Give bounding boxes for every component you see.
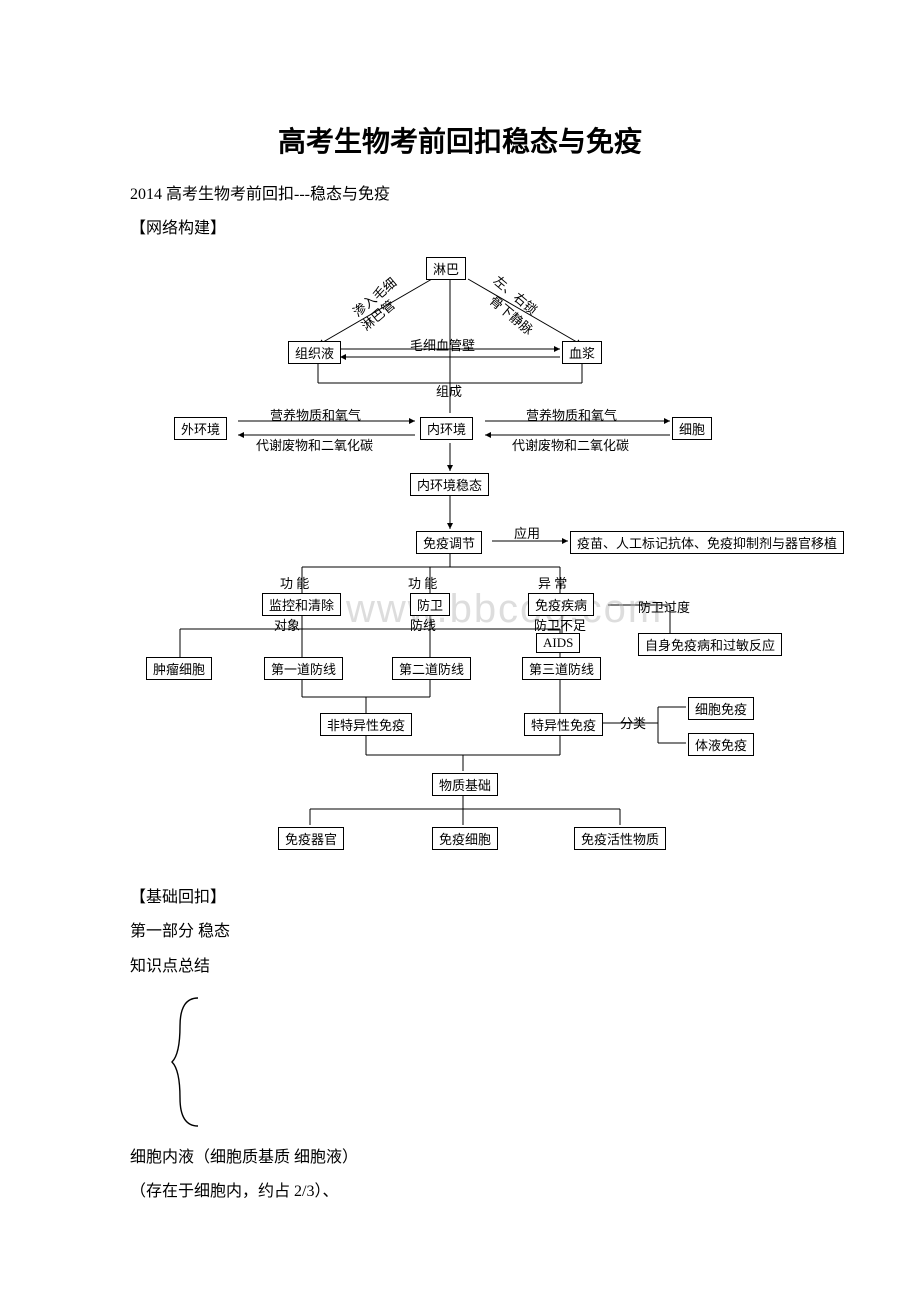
section-base: 【基础回扣】: [130, 883, 790, 913]
node-monitor: 监控和清除: [262, 593, 341, 616]
intro-text: 2014 高考生物考前回扣---稳态与免疫: [130, 180, 790, 210]
node-immune-reg: 免疫调节: [416, 531, 482, 554]
node-cell: 细胞: [672, 417, 712, 440]
knowledge-points: 知识点总结: [130, 952, 790, 982]
label-yy-l: 营养物质和氧气: [270, 405, 361, 424]
part-one: 第一部分 稳态: [130, 917, 790, 947]
node-material-basis: 物质基础: [432, 773, 498, 796]
node-immune-disease: 免疫疾病: [528, 593, 594, 616]
line-ratio: （存在于细胞内，约占 2/3）、: [130, 1177, 790, 1207]
node-aids: AIDS: [536, 633, 580, 653]
node-specific: 特异性免疫: [524, 713, 603, 736]
node-defense: 防卫: [410, 593, 450, 616]
label-def-over: 防卫过度: [638, 597, 690, 616]
page-title: 高考生物考前回扣稳态与免疫: [130, 120, 790, 160]
node-linba: 淋巴: [426, 257, 466, 280]
label-zucheng: 组成: [436, 381, 462, 400]
label-abnormal: 异 常: [538, 573, 567, 592]
node-outer-env: 外环境: [174, 417, 227, 440]
node-immune-cell: 免疫细胞: [432, 827, 498, 850]
node-xuejiang: 血浆: [562, 341, 602, 364]
node-inner-env: 内环境: [420, 417, 473, 440]
label-app: 应用: [514, 523, 540, 542]
node-zuzhiye: 组织液: [288, 341, 341, 364]
node-line2: 第二道防线: [392, 657, 471, 680]
label-class: 分类: [620, 713, 646, 732]
label-def-low: 防卫不足: [534, 615, 586, 634]
section-network: 【网络构建】: [130, 214, 790, 244]
node-humoral: 体液免疫: [688, 733, 754, 756]
node-immune-active: 免疫活性物质: [574, 827, 666, 850]
line-cytosol: 细胞内液（细胞质基质 细胞液）: [130, 1143, 790, 1173]
label-yy-r: 营养物质和氧气: [526, 405, 617, 424]
label-maoxi: 毛细血管壁: [410, 335, 475, 354]
brace-icon: [170, 992, 790, 1137]
watermark-text: www.bbcoo.com: [346, 587, 663, 632]
node-immune-organ: 免疫器官: [278, 827, 344, 850]
label-func1: 功 能: [280, 573, 309, 592]
label-line: 防线: [410, 615, 436, 634]
node-homeostasis: 内环境稳态: [410, 473, 489, 496]
node-line3: 第三道防线: [522, 657, 601, 680]
node-vaccine: 疫苗、人工标记抗体、免疫抑制剂与器官移植: [570, 531, 844, 554]
node-nonspecific: 非特异性免疫: [320, 713, 412, 736]
network-diagram: www.bbcoo.com 淋巴 渗入毛细 淋巴管 左、右锁 骨下静脉 组织液 …: [130, 253, 790, 873]
node-tumor: 肿瘤细胞: [146, 657, 212, 680]
label-func2: 功 能: [408, 573, 437, 592]
node-cell-immunity: 细胞免疫: [688, 697, 754, 720]
label-co2-l: 代谢废物和二氧化碳: [256, 435, 373, 454]
label-target: 对象: [274, 615, 300, 634]
node-auto-allergy: 自身免疫病和过敏反应: [638, 633, 782, 656]
label-co2-r: 代谢废物和二氧化碳: [512, 435, 629, 454]
node-line1: 第一道防线: [264, 657, 343, 680]
